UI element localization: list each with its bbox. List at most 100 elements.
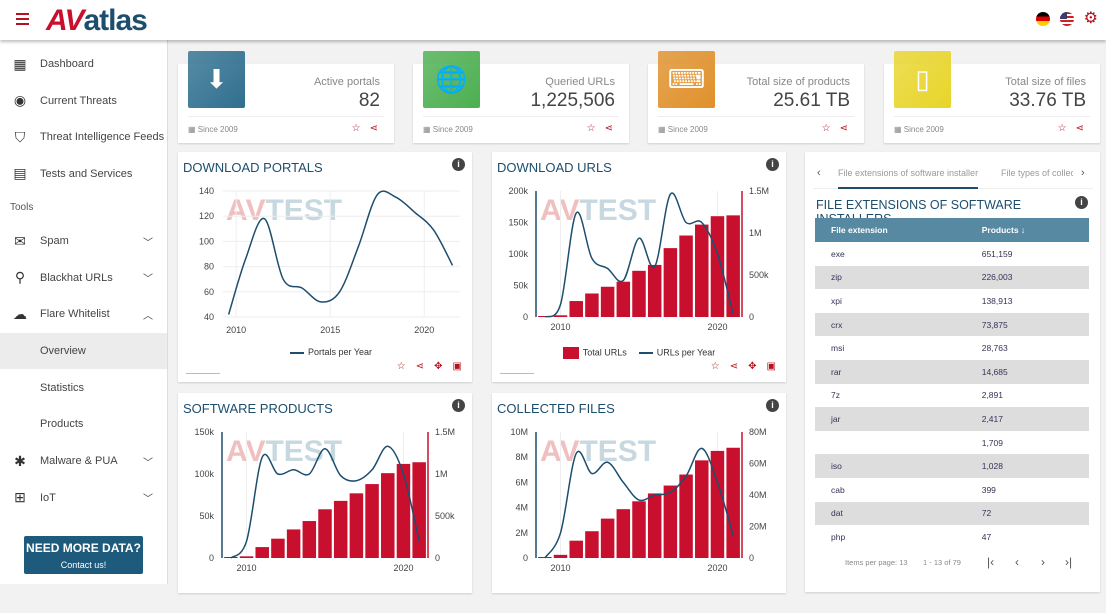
last-page-button[interactable]: ›| — [1065, 555, 1073, 569]
bar[interactable] — [396, 463, 411, 558]
bar[interactable] — [569, 540, 583, 558]
bar[interactable] — [585, 293, 599, 317]
sidebar-item-iot[interactable]: ⊞ IoT ﹀ — [0, 480, 167, 516]
bar[interactable] — [286, 529, 301, 558]
save-icon[interactable]: ▣ — [452, 361, 462, 372]
sidebar-item-threat-intelligence-feeds[interactable]: ⛉ Threat Intelligence Feeds — [0, 119, 167, 155]
share-icon[interactable]: ⋖ — [839, 123, 848, 134]
bar[interactable] — [647, 264, 662, 317]
bar[interactable] — [412, 462, 426, 558]
bar[interactable] — [710, 216, 725, 317]
move-icon[interactable]: ✥ — [748, 361, 757, 372]
need-more-data-button[interactable]: NEED MORE DATA? Contact us! — [24, 536, 143, 574]
table-row[interactable]: crx 73,875 — [815, 312, 1089, 337]
sidebar-item-current-threats[interactable]: ◉ Current Threats — [0, 83, 167, 119]
bar[interactable] — [616, 509, 631, 558]
bar[interactable] — [585, 531, 599, 558]
bar[interactable] — [569, 301, 583, 317]
bar[interactable] — [663, 485, 678, 558]
bar[interactable] — [365, 484, 379, 558]
info-icon[interactable]: i — [452, 399, 465, 412]
table-row[interactable]: dat 72 — [815, 501, 1089, 526]
sidebar-item-products[interactable]: Products — [0, 406, 167, 442]
sidebar-item-spam[interactable]: ✉ Spam ﹀ — [0, 223, 167, 259]
table-row[interactable]: cab 399 — [815, 478, 1089, 502]
bar[interactable] — [271, 538, 285, 558]
table-row[interactable]: php 47 — [815, 525, 1089, 549]
sidebar-item-tests-and-services[interactable]: ▤ Tests and Services — [0, 156, 167, 192]
column-header-file-extension[interactable]: File extension — [815, 218, 966, 242]
star-icon[interactable]: ☆ — [586, 123, 596, 134]
bar[interactable] — [239, 556, 254, 558]
bar[interactable] — [679, 235, 693, 317]
items-per-page[interactable]: Items per page: 13 — [845, 558, 908, 567]
bar[interactable] — [632, 270, 646, 317]
tab-file-types[interactable]: File types of collecte — [1001, 168, 1073, 178]
bar[interactable] — [726, 215, 740, 317]
bar[interactable] — [616, 281, 631, 317]
previous-page-button[interactable]: ‹ — [1015, 555, 1019, 569]
bar[interactable] — [695, 460, 709, 558]
share-icon[interactable]: ⋖ — [1075, 123, 1084, 134]
sidebar-item-overview[interactable]: Overview — [0, 333, 167, 369]
sidebar-item-flare-whitelist[interactable]: ☁ Flare Whitelist ︿ — [0, 296, 167, 332]
legend[interactable]: Portals per Year — [178, 347, 472, 357]
share-icon[interactable]: ⋖ — [729, 361, 739, 372]
table-row[interactable]: exe 651,159 — [815, 242, 1089, 266]
bar[interactable] — [679, 474, 693, 558]
gear-icon[interactable]: ⚙ — [1083, 10, 1098, 27]
star-icon[interactable]: ☆ — [821, 123, 831, 134]
bar[interactable] — [600, 518, 615, 558]
sidebar-item-dashboard[interactable]: ▦ Dashboard — [0, 46, 167, 82]
table-row[interactable]: 7z 2,891 — [815, 384, 1089, 408]
table-row[interactable]: jar 2,417 — [815, 407, 1089, 431]
info-icon[interactable]: i — [766, 399, 779, 412]
bar[interactable] — [710, 450, 725, 558]
column-header-products[interactable]: Products ↓ — [965, 218, 1089, 242]
info-icon[interactable]: i — [766, 158, 779, 171]
logo[interactable]: AVatlas — [46, 4, 148, 37]
chevron-right-icon[interactable]: › — [1081, 167, 1085, 179]
bar[interactable] — [553, 554, 568, 558]
bar[interactable] — [333, 500, 348, 558]
share-icon[interactable]: ⋖ — [369, 123, 378, 134]
us-flag-icon[interactable] — [1059, 12, 1074, 26]
table-row[interactable]: msi 28,763 — [815, 336, 1089, 360]
share-icon[interactable]: ⋖ — [604, 123, 613, 134]
bar[interactable] — [349, 493, 364, 558]
table-row[interactable]: zip 226,003 — [815, 265, 1089, 290]
info-icon[interactable]: i — [452, 158, 465, 171]
bar[interactable] — [318, 509, 332, 558]
tab-file-extensions[interactable]: File extensions of software installers — [838, 168, 978, 189]
next-page-button[interactable]: › — [1041, 555, 1045, 569]
sidebar-item-blackhat-urls[interactable]: ⚲ Blackhat URLs ﹀ — [0, 260, 167, 296]
star-icon[interactable]: ☆ — [396, 361, 406, 372]
bar[interactable] — [663, 248, 678, 317]
table-row[interactable]: 1,709 — [815, 431, 1089, 455]
bar[interactable] — [695, 224, 709, 317]
legend[interactable]: Total URLs URLs per Year — [492, 347, 786, 359]
move-icon[interactable]: ✥ — [434, 361, 443, 372]
bar[interactable] — [726, 447, 740, 558]
save-icon[interactable]: ▣ — [766, 361, 776, 372]
table-row[interactable]: rar 14,685 — [815, 359, 1089, 384]
info-icon[interactable]: i — [1075, 196, 1088, 209]
bar[interactable] — [255, 547, 269, 558]
table-row[interactable]: iso 1,028 — [815, 454, 1089, 478]
bar[interactable] — [600, 286, 615, 317]
bar[interactable] — [381, 473, 395, 558]
share-icon[interactable]: ⋖ — [415, 361, 425, 372]
bar[interactable] — [632, 501, 646, 558]
table-row[interactable]: xpi 138,913 — [815, 289, 1089, 313]
first-page-button[interactable]: |‹ — [987, 555, 995, 569]
star-icon[interactable]: ☆ — [351, 123, 361, 134]
sidebar-item-malware-pua[interactable]: ✱ Malware & PUA ﹀ — [0, 443, 167, 479]
chevron-left-icon[interactable]: ‹ — [817, 167, 821, 179]
bar[interactable] — [302, 521, 317, 558]
star-icon[interactable]: ☆ — [710, 361, 720, 372]
menu-icon[interactable] — [16, 13, 29, 25]
sidebar-item-statistics[interactable]: Statistics — [0, 370, 167, 406]
bar[interactable] — [647, 493, 662, 558]
german-flag-icon[interactable] — [1035, 12, 1050, 26]
star-icon[interactable]: ☆ — [1057, 123, 1067, 134]
